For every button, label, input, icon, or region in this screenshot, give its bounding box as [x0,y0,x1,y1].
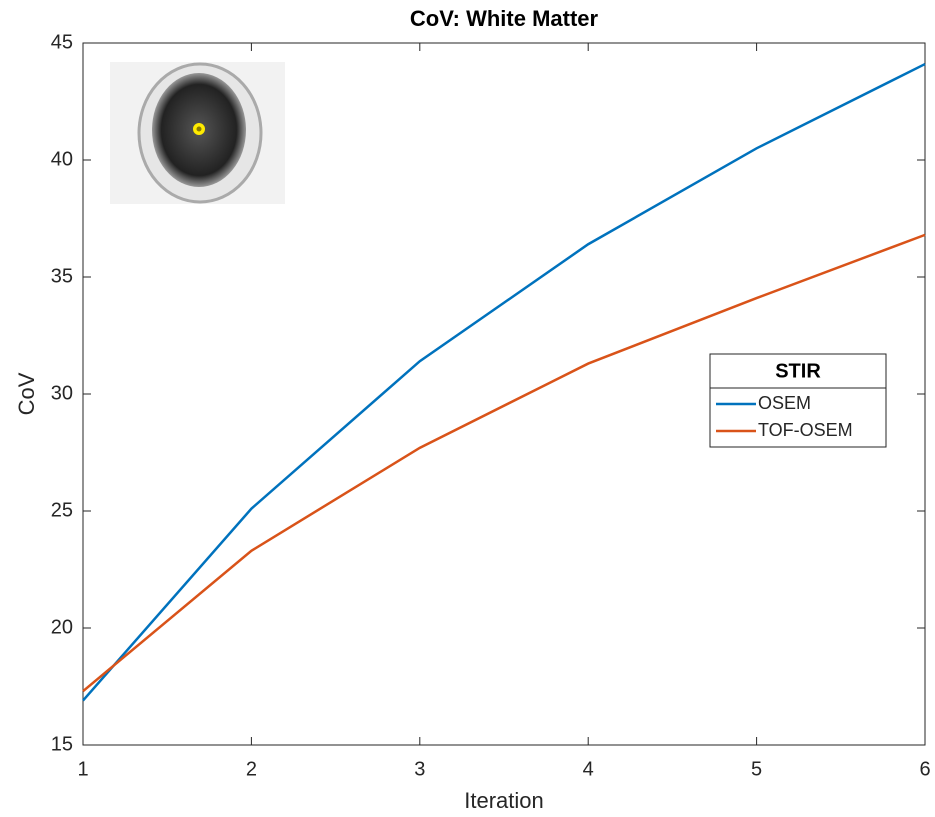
y-tick-label: 25 [51,499,73,521]
legend-label: OSEM [758,393,811,413]
legend-label: TOF-OSEM [758,420,853,440]
y-tick-label: 30 [51,382,73,404]
legend-title: STIR [775,360,821,382]
x-tick-label: 5 [751,758,762,780]
x-axis-label: Iteration [464,788,544,813]
chart: CoV: White Matter Iteration CoV 15202530… [0,0,935,817]
y-tick-label: 40 [51,148,73,170]
x-tick-label: 1 [77,758,88,780]
chart-title: CoV: White Matter [410,6,599,31]
y-tick-label: 45 [51,31,73,53]
x-tick-label: 2 [246,758,257,780]
x-tick-label: 3 [414,758,425,780]
y-axis-label: CoV [14,372,39,415]
inset-image [110,62,285,204]
y-tick-label: 20 [51,616,73,638]
y-tick-label: 35 [51,265,73,287]
x-tick-label: 6 [919,758,930,780]
page: CoV: White Matter Iteration CoV 15202530… [0,0,935,817]
x-tick-label: 4 [583,758,594,780]
y-tick-label: 15 [51,733,73,755]
